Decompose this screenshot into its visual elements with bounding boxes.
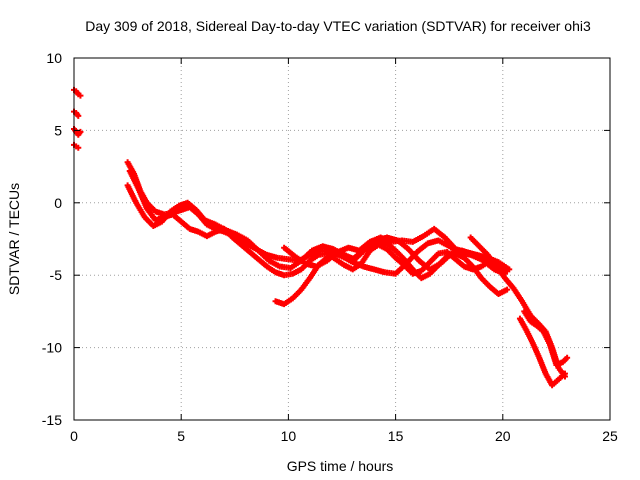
x-axis-label: GPS time / hours: [287, 458, 394, 474]
data-point: [504, 286, 511, 293]
data-point: [75, 144, 82, 151]
x-tick-label: 20: [495, 428, 511, 444]
x-tick-label: 10: [281, 428, 297, 444]
data-point: [564, 354, 571, 361]
x-tick-label: 0: [70, 428, 78, 444]
series-arc-8: [521, 308, 571, 368]
series-arc-2: [124, 182, 508, 277]
x-tick-label: 15: [388, 428, 404, 444]
y-tick-label: -10: [42, 340, 62, 356]
y-tick-label: 10: [46, 50, 62, 66]
x-tick-label: 25: [602, 428, 618, 444]
chart-title: Day 309 of 2018, Sidereal Day-to-day VTE…: [85, 18, 591, 34]
data-point: [506, 266, 513, 273]
series-arc-early-a: [71, 86, 84, 99]
grid-lines: [74, 58, 610, 420]
y-tick-label: 0: [54, 195, 62, 211]
x-tick-label: 5: [177, 428, 185, 444]
data-point: [77, 92, 84, 99]
data-points: [71, 86, 571, 389]
y-tick-label: -5: [50, 267, 63, 283]
series-arc-early-d: [71, 141, 82, 151]
series-arc-early-c: [71, 125, 84, 138]
series-arc-early-b: [71, 108, 82, 119]
series-arc-5: [281, 225, 513, 273]
data-point: [561, 370, 568, 377]
y-tick-label: -15: [42, 412, 62, 428]
y-axis-label: SDTVAR / TECUs: [6, 183, 22, 295]
plot-frame: [73, 57, 611, 421]
y-tick-label: 5: [54, 122, 62, 138]
axis-ticks: 0 5 10 15 20 25 10 5 0 -5 -10 -15: [42, 50, 618, 444]
series-arc-7: [516, 315, 568, 389]
data-point: [77, 128, 84, 135]
data-point: [75, 112, 82, 119]
